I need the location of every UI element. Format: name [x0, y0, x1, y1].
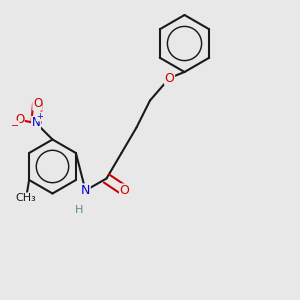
Text: O: O [165, 71, 174, 85]
Text: H: H [75, 205, 84, 215]
Text: −: − [11, 121, 19, 131]
Text: CH₃: CH₃ [16, 193, 37, 203]
Text: O: O [120, 184, 129, 197]
Text: +: + [36, 112, 43, 121]
Text: N: N [81, 184, 90, 197]
Text: O: O [15, 113, 24, 127]
Text: O: O [33, 97, 42, 110]
Text: N: N [32, 116, 40, 130]
